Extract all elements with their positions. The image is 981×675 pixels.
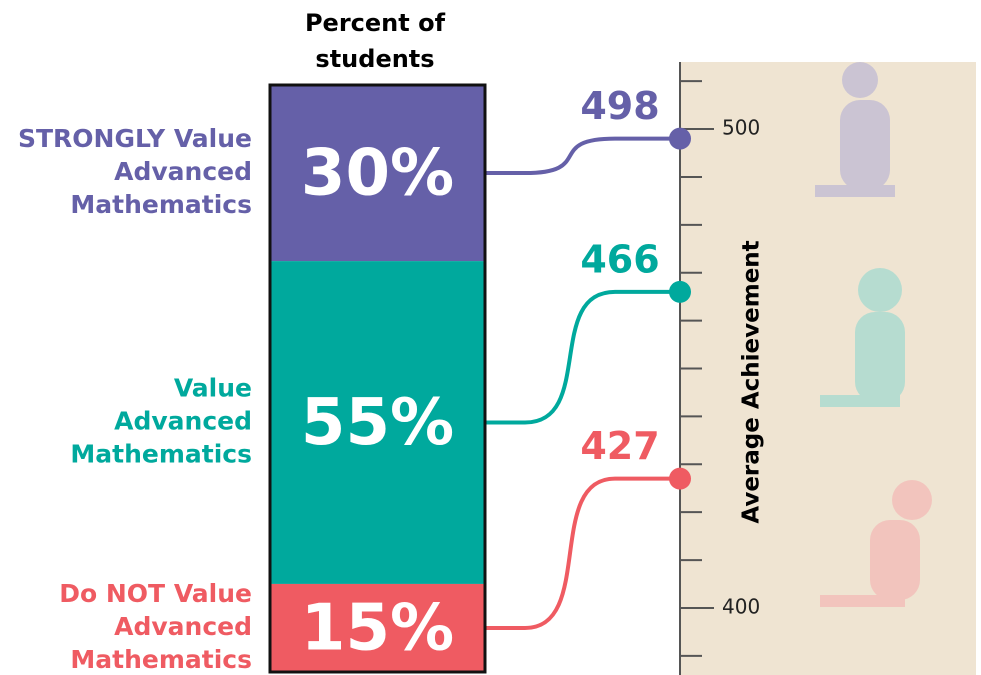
achievement-dot bbox=[669, 128, 691, 150]
title-line: Percent of bbox=[305, 9, 446, 37]
y-tick-label: 500 bbox=[722, 116, 760, 140]
value-label: 55% bbox=[301, 386, 454, 460]
title-line: students bbox=[315, 45, 434, 73]
connector bbox=[485, 292, 680, 423]
category-label: Mathematics bbox=[70, 190, 252, 219]
category-label: STRONGLY Value bbox=[18, 124, 252, 153]
achievement-dot bbox=[669, 281, 691, 303]
achievement-dot bbox=[669, 468, 691, 490]
category-label: Advanced bbox=[114, 407, 252, 436]
value-label: 15% bbox=[301, 592, 454, 666]
category-label: Mathematics bbox=[70, 440, 252, 469]
y-axis-label: Average Achievement bbox=[739, 240, 765, 523]
category-label: Mathematics bbox=[70, 645, 252, 674]
achievement-label: 427 bbox=[580, 424, 659, 468]
category-label: Advanced bbox=[114, 157, 252, 186]
y-tick-label: 400 bbox=[722, 594, 760, 618]
infographic: Percent of students Average Achievement … bbox=[0, 0, 981, 675]
scale-background bbox=[680, 62, 976, 675]
category-label: Advanced bbox=[114, 612, 252, 641]
category-label: Value bbox=[174, 374, 252, 403]
achievement-label: 466 bbox=[580, 237, 659, 281]
value-label: 30% bbox=[301, 137, 454, 211]
category-label: Do NOT Value bbox=[59, 579, 252, 608]
achievement-label: 498 bbox=[580, 84, 659, 128]
connector bbox=[485, 139, 680, 173]
connector bbox=[485, 479, 680, 628]
